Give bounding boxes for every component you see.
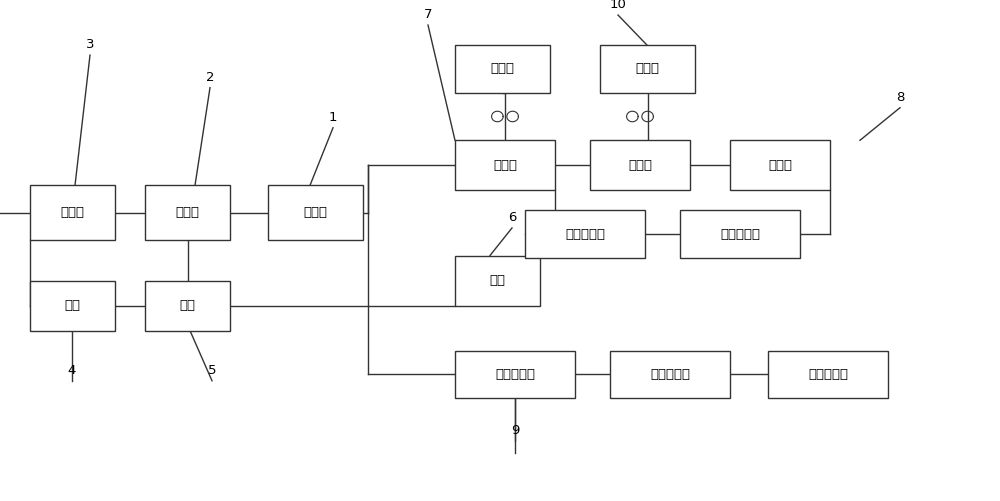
Text: 7: 7: [424, 8, 432, 21]
Bar: [680, 210, 800, 258]
Bar: [730, 140, 830, 190]
Text: 矿车: 矿车: [490, 274, 506, 287]
Bar: [30, 281, 115, 331]
Text: 电机: 电机: [65, 299, 81, 312]
Bar: [145, 281, 230, 331]
Text: 中继器: 中继器: [768, 159, 792, 172]
Bar: [525, 210, 645, 258]
Text: 9: 9: [511, 424, 519, 437]
Text: 中继器: 中继器: [493, 159, 517, 172]
Bar: [145, 185, 230, 240]
Text: 语音报警器: 语音报警器: [565, 228, 605, 240]
Text: 语音报警器: 语音报警器: [720, 228, 760, 240]
Text: 手持机: 手持机: [491, 63, 514, 75]
Bar: [455, 351, 575, 398]
Text: 5: 5: [208, 364, 216, 377]
Bar: [30, 185, 115, 240]
Text: 8: 8: [896, 91, 904, 104]
Bar: [455, 140, 555, 190]
Text: 3: 3: [86, 38, 94, 51]
Bar: [610, 351, 730, 398]
Text: 中继器: 中继器: [628, 159, 652, 172]
Text: 变频器: 变频器: [61, 206, 85, 219]
Bar: [600, 45, 695, 93]
Text: 4: 4: [68, 364, 76, 377]
Text: 声光信号器: 声光信号器: [808, 368, 848, 381]
Text: 声光信号器: 声光信号器: [495, 368, 535, 381]
Text: 绞车: 绞车: [180, 299, 196, 312]
Text: 2: 2: [206, 71, 214, 84]
Text: 6: 6: [508, 211, 516, 224]
Bar: [590, 140, 690, 190]
Text: 控制台: 控制台: [304, 206, 328, 219]
Text: 声光信号器: 声光信号器: [650, 368, 690, 381]
Bar: [768, 351, 888, 398]
Bar: [455, 45, 550, 93]
Text: 电抗器: 电抗器: [176, 206, 200, 219]
Text: 手持机: 手持机: [636, 63, 660, 75]
Bar: [268, 185, 363, 240]
Text: 1: 1: [329, 111, 337, 124]
Bar: [455, 256, 540, 306]
Text: 10: 10: [610, 0, 626, 11]
